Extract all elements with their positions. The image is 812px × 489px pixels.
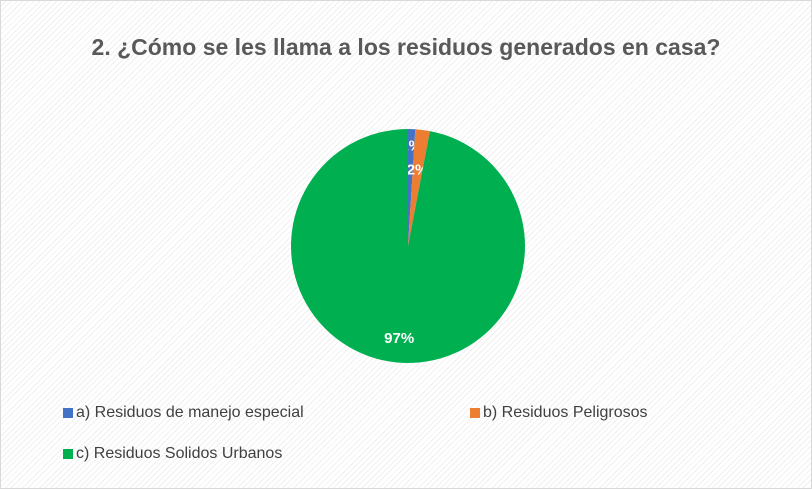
pie-slice	[408, 129, 430, 246]
legend-swatch	[63, 449, 73, 459]
legend-swatch	[470, 408, 480, 418]
chart-title: 2. ¿Cómo se les llama a los residuos gen…	[91, 34, 721, 60]
legend-swatch	[63, 408, 73, 418]
legend-label: c) Residuos Solidos Urbanos	[76, 445, 282, 462]
pie-slice	[408, 129, 416, 246]
legend-label: a) Residuos de manejo especial	[76, 404, 304, 421]
data-label: 97%	[384, 330, 414, 347]
pie-slice	[291, 129, 525, 363]
legend-label: b) Residuos Peligrosos	[483, 404, 648, 421]
